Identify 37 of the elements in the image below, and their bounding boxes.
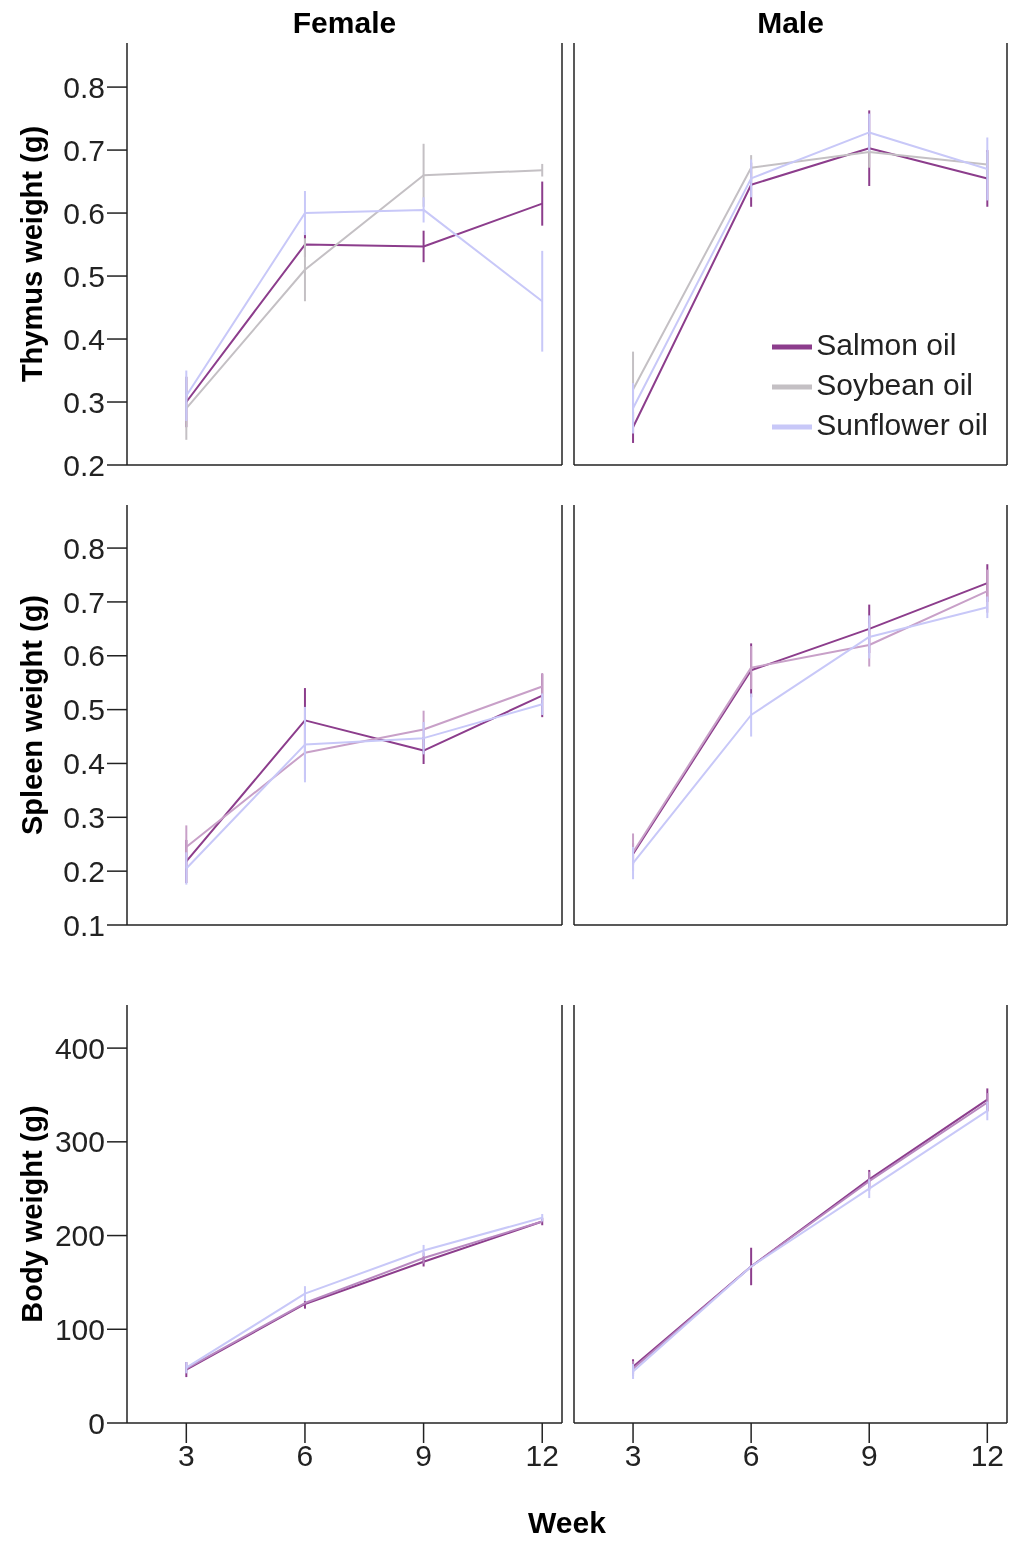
x-tick-label: 9 <box>860 1439 878 1473</box>
y-tick-label: 0.8 <box>63 70 105 104</box>
y-tick-label: 0.8 <box>63 531 105 565</box>
legend-label: Sunflower oil <box>816 407 988 441</box>
x-tick-label: 9 <box>415 1439 432 1473</box>
y-tick-label: 100 <box>54 1312 105 1346</box>
y-tick-label: 0.6 <box>63 639 105 673</box>
y-tick-label: 0.7 <box>63 133 105 167</box>
x-tick-label: 12 <box>970 1439 1005 1473</box>
x-axis-title: Week <box>527 1505 607 1541</box>
y-axis-title: Thymus weight (g) <box>15 124 49 385</box>
x-tick-label: 6 <box>296 1439 314 1473</box>
y-tick-label: 0.2 <box>63 448 105 482</box>
y-axis-title: Spleen weight (g) <box>15 593 49 838</box>
y-tick-label: 200 <box>54 1219 105 1253</box>
y-tick-label: 400 <box>54 1031 105 1065</box>
y-tick-label: 0.4 <box>63 322 105 356</box>
x-tick-label: 6 <box>742 1439 760 1473</box>
y-tick-label: 0.6 <box>63 196 105 230</box>
y-tick-label: 0.2 <box>63 854 105 888</box>
chart-title: Female <box>291 6 398 40</box>
y-tick-label: 0.3 <box>63 385 105 419</box>
y-axis-title: Body weight (g) <box>15 1104 49 1325</box>
y-tick-label: 0.4 <box>63 747 105 781</box>
legend-label: Soybean oil <box>816 367 974 401</box>
x-tick-label: 12 <box>525 1439 559 1473</box>
x-tick-label: 3 <box>177 1439 195 1473</box>
x-tick-label: 3 <box>624 1439 642 1473</box>
y-tick-label: 300 <box>54 1125 105 1159</box>
y-tick-label: 0.5 <box>63 259 105 293</box>
y-tick-label: 0.5 <box>63 693 105 727</box>
chart-title: Male <box>756 6 825 40</box>
y-tick-label: 0 <box>88 1406 105 1440</box>
y-tick-label: 0.1 <box>63 908 105 942</box>
y-tick-label: 0.7 <box>63 585 105 619</box>
y-tick-label: 0.3 <box>63 800 105 834</box>
legend-label: Salmon oil <box>816 327 957 361</box>
